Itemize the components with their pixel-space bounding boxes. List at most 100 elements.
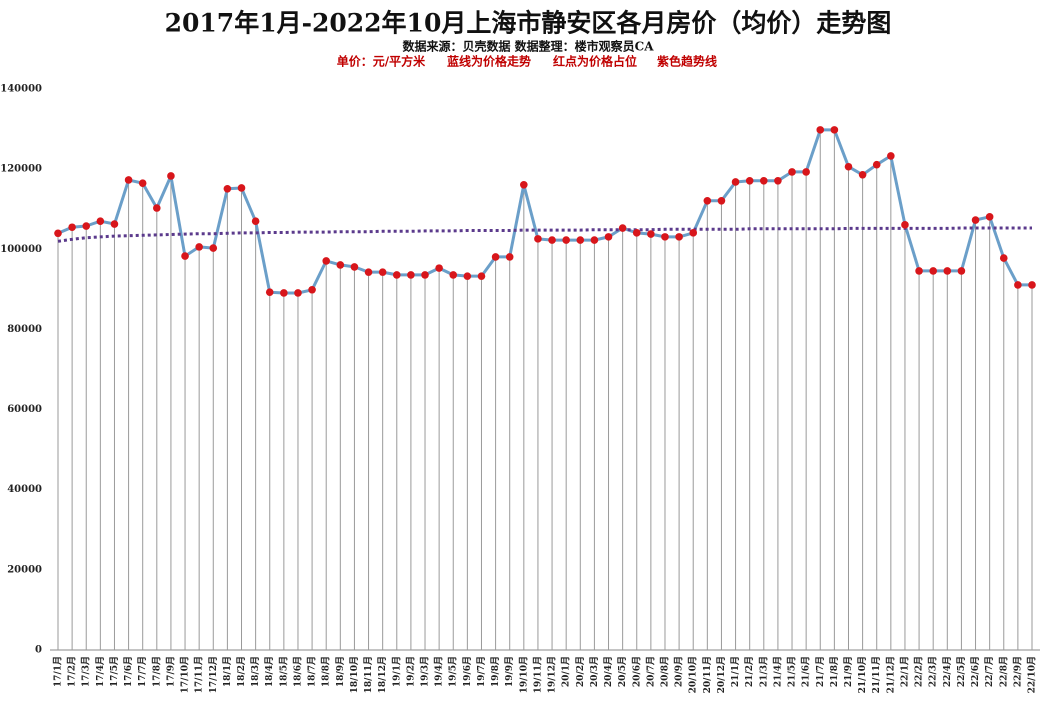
price-point [265, 288, 274, 296]
note: 单价：元/平方米 [337, 54, 426, 69]
x-tick-label: 19/7月 [476, 656, 487, 687]
price-point [957, 267, 966, 275]
x-tick-label: 21/4月 [772, 656, 783, 687]
note: 红点为价格占位 [553, 54, 637, 69]
x-tick-label: 18/3月 [250, 656, 261, 687]
price-point [392, 271, 401, 279]
x-tick-label: 22/10月 [1027, 656, 1038, 693]
price-line [57, 128, 1032, 295]
x-tick-label: 17/6月 [123, 656, 134, 687]
price-point [534, 235, 542, 243]
price-point [167, 172, 175, 180]
x-tick-label: 20/3月 [589, 656, 600, 687]
x-tick-label: 21/8月 [829, 656, 840, 687]
x-tick-label: 20/12月 [716, 656, 727, 693]
x-tick-label: 20/11月 [702, 656, 713, 693]
x-tick-label: 17/11月 [194, 656, 205, 693]
price-point [477, 272, 486, 280]
x-tick-label: 19/6月 [462, 656, 473, 687]
price-point [322, 257, 331, 265]
x-tick-label: 19/12月 [547, 656, 558, 693]
price-point [294, 289, 302, 297]
price-point [435, 264, 443, 272]
x-tick-label: 19/11月 [532, 656, 543, 693]
note: 紫色趋势线 [657, 54, 717, 69]
price-point [872, 160, 881, 169]
x-tick-label: 20/1月 [561, 656, 572, 687]
y-tick-label: 120000 [0, 164, 42, 175]
price-point [844, 162, 853, 171]
y-tick-label: 20000 [7, 564, 42, 575]
price-point [759, 176, 768, 185]
x-tick-label: 20/7月 [645, 656, 656, 687]
x-tick-label: 18/2月 [236, 656, 247, 687]
price-point [915, 267, 923, 275]
price-point [703, 196, 712, 205]
price-point [1014, 281, 1022, 289]
x-tick-label: 18/12月 [377, 656, 388, 693]
x-tick-label: 21/1月 [730, 656, 741, 687]
x-tick-label: 22/4月 [942, 656, 953, 687]
price-point [985, 213, 994, 221]
x-tick-label: 21/6月 [801, 656, 812, 687]
price-point [590, 236, 599, 244]
x-tick-label: 21/7月 [815, 656, 826, 687]
price-point [520, 180, 528, 189]
x-tick-label: 22/2月 [914, 656, 925, 687]
x-tick-label: 18/8月 [321, 656, 332, 687]
price-point [421, 271, 429, 279]
price-point [463, 272, 472, 280]
price-point [54, 229, 62, 238]
price-point [675, 233, 683, 241]
price-point [971, 216, 980, 224]
x-tick-label: 22/9月 [1012, 656, 1023, 687]
price-point [901, 221, 909, 229]
x-tick-label: 17/1月 [53, 656, 64, 687]
y-tick-label: 40000 [7, 484, 42, 495]
trend-line [57, 226, 1032, 243]
source: 数据来源：贝壳数据 数据整理：楼市观察员CA [402, 39, 654, 54]
price-point [929, 267, 937, 275]
x-tick-label: 17/3月 [81, 656, 92, 687]
x-tick-label: 18/9月 [335, 656, 346, 687]
x-tick-label: 19/8月 [490, 656, 501, 687]
x-tick-label: 19/1月 [391, 656, 402, 687]
y-tick-label: 0 [35, 645, 42, 656]
price-point [830, 126, 839, 134]
x-tick-label: 20/9月 [674, 656, 685, 687]
x-tick-label: 22/8月 [998, 656, 1009, 687]
price-point [816, 126, 825, 134]
price-point [364, 268, 373, 276]
price-point [138, 179, 147, 187]
y-tick-label: 100000 [0, 244, 42, 255]
price-point [548, 236, 556, 244]
price-point [943, 267, 952, 275]
x-tick-label: 20/5月 [617, 656, 628, 687]
x-tick-label: 19/9月 [504, 656, 515, 687]
x-tick-label: 21/11月 [871, 656, 882, 693]
chart-title: 2017年1月-2022年10月上海市静安区各月房价（均价）走势图 [165, 9, 892, 38]
price-point [562, 236, 570, 244]
price-point [618, 224, 627, 232]
price-point [96, 217, 105, 226]
price-point [181, 252, 189, 260]
price-point [717, 196, 726, 205]
price-point [237, 184, 246, 192]
price-point [124, 176, 133, 184]
price-point [999, 254, 1008, 262]
x-tick-label: 21/9月 [843, 656, 854, 687]
price-point [802, 168, 810, 176]
price-point [251, 217, 260, 226]
price-point [745, 176, 754, 185]
price-point [774, 176, 782, 185]
x-tick-label: 19/2月 [405, 656, 416, 687]
price-point [632, 229, 641, 237]
note: 蓝线为价格走势 [447, 54, 531, 69]
price-point [689, 229, 698, 237]
x-tick-label: 17/8月 [151, 656, 162, 687]
x-tick-label: 20/10月 [688, 656, 699, 693]
price-point [350, 263, 359, 271]
x-tick-label: 18/4月 [264, 656, 275, 687]
x-tick-label: 17/7月 [137, 656, 148, 687]
